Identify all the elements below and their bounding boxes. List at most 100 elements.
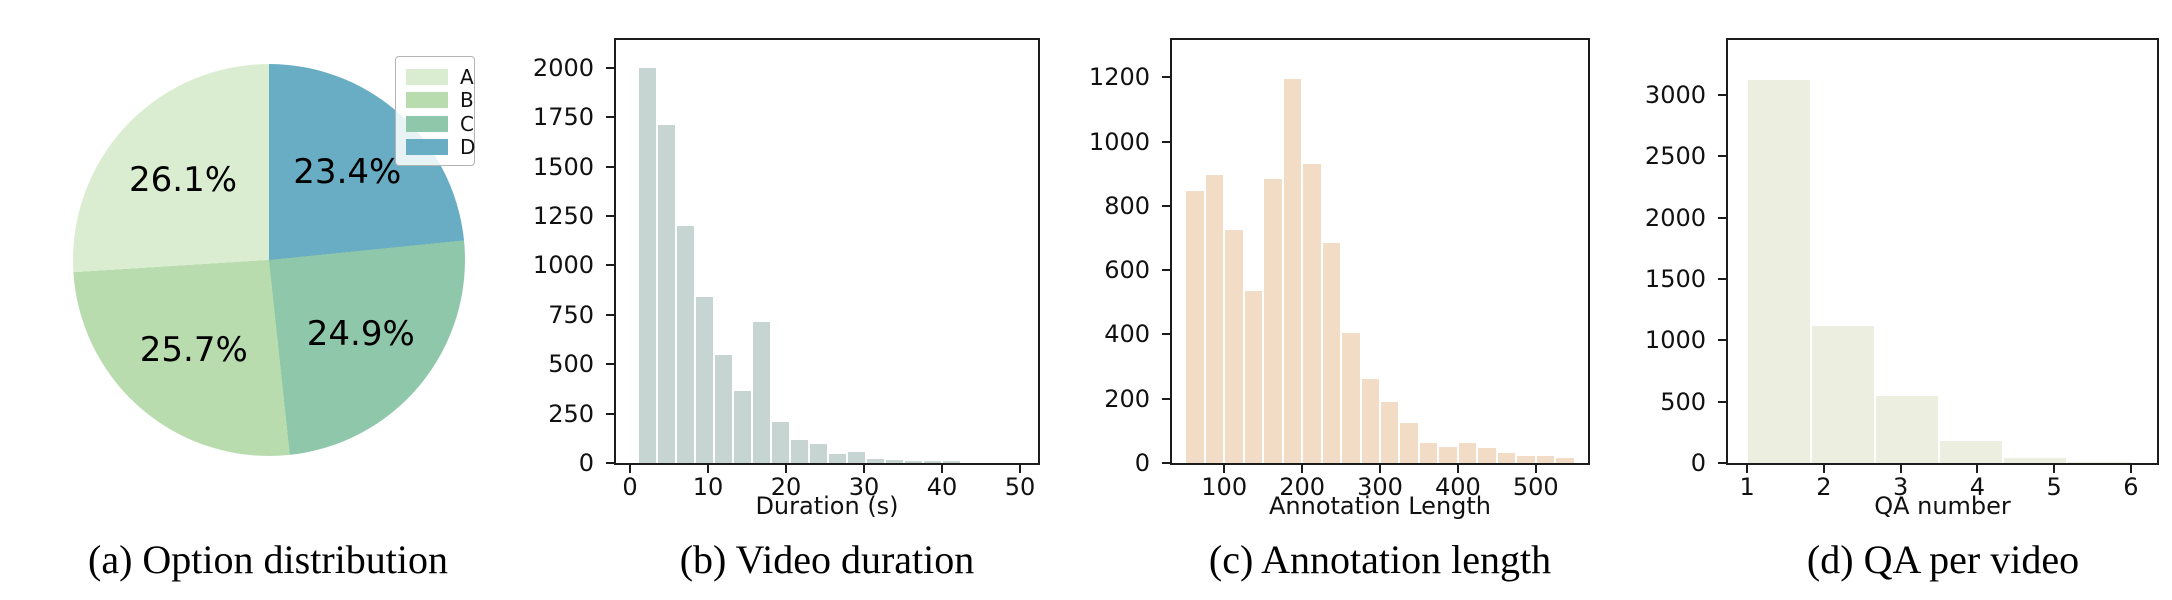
ytick-mark <box>1718 462 1726 464</box>
ytick-label: 2000 <box>532 53 594 82</box>
histogram-bar <box>941 460 961 463</box>
histogram-bar <box>1875 396 1940 463</box>
xtick-mark <box>1534 465 1537 473</box>
ytick-label: 2500 <box>1644 142 1706 171</box>
ytick-mark <box>1718 155 1726 158</box>
legend-item: D <box>406 136 475 160</box>
xtick-label: 4 <box>1969 473 1986 501</box>
histogram-bar <box>1360 379 1380 463</box>
histogram-bar <box>789 440 809 463</box>
xtick-label: 10 <box>692 473 724 501</box>
xtick-label: 20 <box>770 473 802 501</box>
xtick-mark <box>863 465 866 473</box>
histogram-bar <box>1302 164 1322 463</box>
histogram-bar <box>656 125 676 463</box>
ytick-label: 600 <box>1104 256 1150 285</box>
legend-label: A <box>460 64 474 89</box>
ytick-mark <box>606 116 614 119</box>
ytick-label: 200 <box>1104 384 1150 413</box>
legend-label: B <box>460 88 474 113</box>
xtick-mark <box>1822 465 1825 473</box>
xtick-label: 6 <box>2123 473 2139 501</box>
histogram-bar <box>2002 457 2067 463</box>
histogram-bar <box>903 460 923 463</box>
histogram-bar <box>1380 401 1400 463</box>
ytick-label: 1000 <box>1088 127 1150 156</box>
pie-slice-label: 25.7% <box>139 330 248 371</box>
histogram-bar <box>637 67 657 463</box>
ytick-label: 2000 <box>1644 203 1706 232</box>
ytick-mark <box>1162 397 1170 400</box>
ytick-mark <box>1718 94 1726 97</box>
xtick-label: 5 <box>2046 473 2062 501</box>
xtick-label: 40 <box>926 473 958 501</box>
xtick-label: 500 <box>1512 473 1559 501</box>
ytick-mark <box>1718 216 1726 219</box>
xtick-label: 100 <box>1201 473 1248 501</box>
histogram-bar <box>1535 455 1556 463</box>
ytick-label: 0 <box>578 449 594 477</box>
ytick-mark <box>1162 140 1170 143</box>
ytick-mark <box>1718 339 1726 342</box>
histogram-bar <box>1263 178 1283 463</box>
histogram-bar <box>1438 446 1458 463</box>
xtick-mark <box>629 465 632 473</box>
pie-slice-label: 23.4% <box>293 152 402 193</box>
legend-label: C <box>460 111 474 136</box>
legend-item: B <box>406 89 474 113</box>
xtick-mark <box>941 465 944 473</box>
xtick-mark <box>707 465 710 473</box>
ytick-mark <box>1162 333 1170 336</box>
ytick-label: 1500 <box>532 152 594 181</box>
legend-swatch-icon <box>406 115 448 132</box>
histogram-bar <box>1185 191 1205 463</box>
ytick-label: 1000 <box>532 251 594 280</box>
xtick-label: 300 <box>1357 473 1403 501</box>
ytick-label: 1250 <box>532 201 594 230</box>
legend-item: A <box>406 65 474 89</box>
ytick-mark <box>606 363 614 366</box>
histogram-bar <box>713 355 733 463</box>
ytick-label: 400 <box>1104 320 1150 349</box>
histogram-bar <box>751 321 771 463</box>
ytick-mark <box>606 264 614 267</box>
ytick-label: 500 <box>1660 387 1706 416</box>
legend-swatch-icon <box>406 92 448 109</box>
xtick-mark <box>1379 465 1381 473</box>
ytick-label: 800 <box>1104 191 1150 220</box>
histogram-bar <box>1811 325 1876 463</box>
legend-swatch-icon <box>406 68 448 85</box>
ytick-mark <box>1162 76 1170 79</box>
caption-annotation-length: (c) Annotation length <box>1208 537 1552 582</box>
ytick-mark <box>1718 400 1726 403</box>
histogram-bar <box>1939 440 2003 463</box>
ytick-mark <box>1162 462 1170 464</box>
ytick-mark <box>1162 204 1170 207</box>
pie-slice-label: 26.1% <box>129 159 238 200</box>
xtick-label: 200 <box>1279 473 1325 501</box>
ytick-label: 250 <box>548 399 594 428</box>
histogram-bar <box>808 444 828 463</box>
xtick-label: 2 <box>1816 473 1832 501</box>
histogram-bar <box>694 296 714 463</box>
histogram-bar <box>1496 453 1517 463</box>
histogram-bar <box>1457 442 1478 463</box>
xaxis-label-qa-number: QA number <box>1874 492 2011 520</box>
legend-swatch-icon <box>406 139 448 156</box>
xtick-label: 1 <box>1739 473 1755 501</box>
xtick-mark <box>1301 465 1304 473</box>
xtick-label: 30 <box>848 473 880 501</box>
histogram-bar <box>1516 456 1536 463</box>
xtick-label: 50 <box>1004 473 1036 501</box>
xtick-mark <box>1456 465 1459 473</box>
histogram-bar <box>1418 443 1439 463</box>
caption-qa-per-video: (d) QA per video <box>1806 537 2080 582</box>
histogram-bar <box>1321 242 1342 463</box>
ytick-mark <box>606 313 614 316</box>
histogram-bar <box>846 452 866 463</box>
xtick-label: 0 <box>622 473 638 501</box>
histogram-bar <box>1477 447 1497 463</box>
pie-slice-label: 24.9% <box>306 313 415 354</box>
